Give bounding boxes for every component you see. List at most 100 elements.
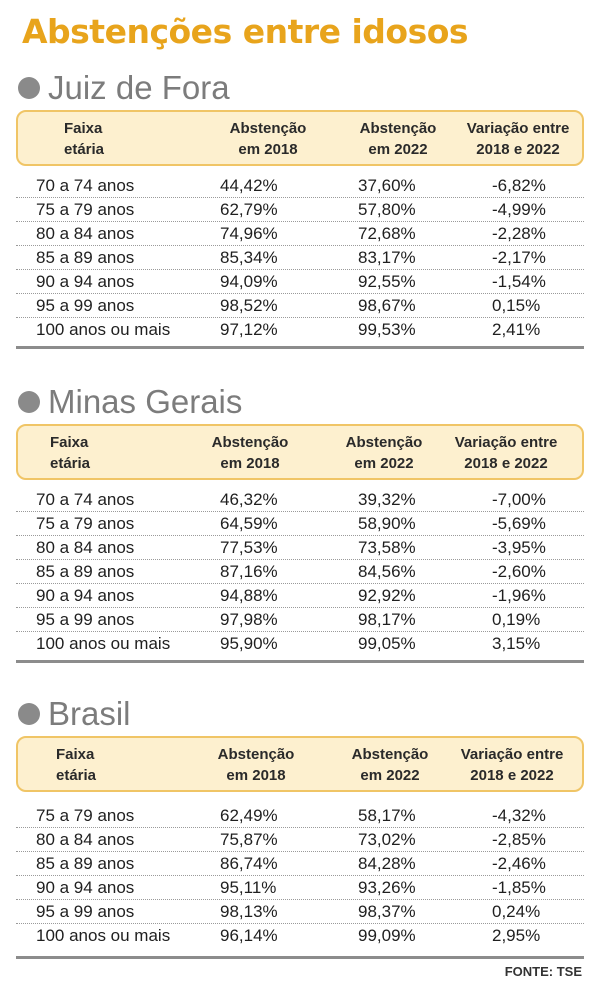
table-bottom-rule [16, 346, 584, 349]
table-bottom-rule [16, 956, 584, 959]
cell-abstencao-2022: 83,17% [358, 248, 416, 267]
cell-abstencao-2018: 77,53% [220, 538, 278, 557]
cell-faixa: 90 a 94 anos [36, 586, 135, 605]
col-header-faixa: Faixa etária [64, 120, 105, 158]
cell-abstencao-2022: 57,80% [358, 200, 416, 219]
cell-abstencao-2018: 46,32% [220, 490, 278, 509]
table-row: 90 a 94 anos 95,11% 93,26% -1,85% [16, 876, 584, 900]
cell-faixa: 80 a 84 anos [36, 538, 135, 557]
cell-abstencao-2022: 37,60% [358, 176, 416, 195]
cell-abstencao-2022: 99,09% [358, 926, 416, 945]
cell-faixa: 80 a 84 anos [36, 224, 135, 243]
section-brasil: Brasil Faixa etária Abstenção em 2018 Abst… [0, 694, 608, 964]
cell-abstencao-2018: 97,12% [220, 320, 278, 339]
table-row: 90 a 94 anos 94,09% 92,55% -1,54% [16, 270, 584, 294]
cell-variacao: 0,24% [492, 902, 541, 921]
cell-faixa: 85 a 89 anos [36, 562, 135, 581]
cell-abstencao-2022: 93,26% [358, 878, 416, 897]
table-row: 85 a 89 anos 85,34% 83,17% -2,17% [16, 246, 584, 270]
cell-faixa: 95 a 99 anos [36, 296, 135, 315]
section-heading: Juiz de Fora [18, 68, 230, 108]
table-row: 100 anos ou mais 96,14% 99,09% 2,95% [16, 924, 584, 948]
table-bottom-rule [16, 660, 584, 663]
cell-abstencao-2018: 95,90% [220, 634, 278, 653]
cell-abstencao-2022: 39,32% [358, 490, 416, 509]
cell-abstencao-2018: 94,88% [220, 586, 278, 605]
cell-variacao: 3,15% [492, 634, 541, 653]
cell-abstencao-2018: 44,42% [220, 176, 278, 195]
cell-abstencao-2022: 98,67% [358, 296, 416, 315]
cell-abstencao-2018: 62,49% [220, 806, 278, 825]
cell-variacao: -2,85% [492, 830, 546, 849]
col-header-2018: Abstenção em 2018 [211, 434, 289, 472]
table-header: Faixa etária Abstenção em 2018 Abstenção em… [16, 424, 584, 480]
cell-variacao: -1,96% [492, 586, 546, 605]
table-row: 80 a 84 anos 77,53% 73,58% -3,95% [16, 536, 584, 560]
cell-abstencao-2018: 97,98% [220, 610, 278, 629]
cell-abstencao-2022: 72,68% [358, 224, 416, 243]
cell-abstencao-2022: 92,55% [358, 272, 416, 291]
table-row: 95 a 99 anos 98,52% 98,67% 0,15% [16, 294, 584, 318]
cell-faixa: 85 a 89 anos [36, 854, 135, 873]
cell-abstencao-2018: 64,59% [220, 514, 278, 533]
cell-variacao: -3,95% [492, 538, 546, 557]
cell-abstencao-2018: 95,11% [220, 878, 277, 897]
table-body: 70 a 74 anos 46,32% 39,32% -7,00% 75 a 79 an… [16, 488, 584, 656]
cell-abstencao-2022: 58,17% [358, 806, 416, 825]
section-heading: Brasil [18, 694, 131, 734]
section-title: Brasil [48, 695, 131, 732]
col-header-faixa: Faixa etária [56, 746, 97, 784]
col-header-2018: Abstenção em 2018 [217, 746, 295, 784]
table-row: 100 anos ou mais 97,12% 99,53% 2,41% [16, 318, 584, 342]
cell-abstencao-2018: 86,74% [220, 854, 278, 873]
section-title: Minas Gerais [48, 383, 243, 420]
table-header: Faixa etária Abstenção em 2018 Abstenção em… [16, 736, 584, 792]
table-body: 70 a 74 anos 44,42% 37,60% -6,82% 75 a 79 an… [16, 174, 584, 342]
cell-faixa: 75 a 79 anos [36, 806, 135, 825]
bullet-dot [18, 703, 40, 725]
cell-abstencao-2022: 84,28% [358, 854, 416, 873]
cell-faixa: 80 a 84 anos [36, 830, 135, 849]
table-row: 70 a 74 anos 46,32% 39,32% -7,00% [16, 488, 584, 512]
cell-faixa: 75 a 79 anos [36, 514, 135, 533]
table-row: 85 a 89 anos 86,74% 84,28% -2,46% [16, 852, 584, 876]
section-title: Juiz de Fora [48, 69, 230, 106]
table-header: Faixa etária Abstenção em 2018 Abstenção em… [16, 110, 584, 166]
cell-faixa: 95 a 99 anos [36, 610, 135, 629]
col-header-variacao: Variação entre 2018 e 2022 [454, 434, 558, 472]
cell-abstencao-2022: 84,56% [358, 562, 416, 581]
cell-variacao: 2,95% [492, 926, 541, 945]
section-juiz-de-fora: Juiz de Fora Faixa etária Abstenção em 201… [0, 68, 608, 358]
cell-faixa: 90 a 94 anos [36, 878, 135, 897]
cell-abstencao-2018: 87,16% [220, 562, 278, 581]
cell-variacao: -2,46% [492, 854, 546, 873]
cell-abstencao-2022: 98,37% [358, 902, 416, 921]
table-row: 70 a 74 anos 44,42% 37,60% -6,82% [16, 174, 584, 198]
col-header-2022: Abstenção em 2022 [345, 434, 423, 472]
section-minas-gerais: Minas Gerais Faixa etária Abstenção em 201… [0, 382, 608, 672]
table-body: 75 a 79 anos 62,49% 58,17% -4,32% 80 a 84 an… [16, 804, 584, 948]
cell-faixa: 95 a 99 anos [36, 902, 135, 921]
cell-abstencao-2022: 58,90% [358, 514, 416, 533]
table-row: 80 a 84 anos 75,87% 73,02% -2,85% [16, 828, 584, 852]
table-row: 75 a 79 anos 62,79% 57,80% -4,99% [16, 198, 584, 222]
table-row: 75 a 79 anos 62,49% 58,17% -4,32% [16, 804, 584, 828]
cell-abstencao-2022: 99,53% [358, 320, 416, 339]
table-row: 90 a 94 anos 94,88% 92,92% -1,96% [16, 584, 584, 608]
table-row: 95 a 99 anos 97,98% 98,17% 0,19% [16, 608, 584, 632]
cell-faixa: 70 a 74 anos [36, 490, 135, 509]
cell-variacao: -2,60% [492, 562, 546, 581]
cell-abstencao-2018: 74,96% [220, 224, 278, 243]
cell-abstencao-2022: 98,17% [358, 610, 416, 629]
table-row: 95 a 99 anos 98,13% 98,37% 0,24% [16, 900, 584, 924]
cell-variacao: -1,54% [492, 272, 546, 291]
page-title: Abstenções entre idosos [22, 12, 469, 51]
table-row: 75 a 79 anos 64,59% 58,90% -5,69% [16, 512, 584, 536]
table-row: 100 anos ou mais 95,90% 99,05% 3,15% [16, 632, 584, 656]
cell-variacao: 0,19% [492, 610, 541, 629]
cell-abstencao-2022: 73,02% [358, 830, 416, 849]
col-header-2018: Abstenção em 2018 [229, 120, 307, 158]
cell-faixa: 70 a 74 anos [36, 176, 135, 195]
cell-abstencao-2022: 92,92% [358, 586, 416, 605]
table-row: 80 a 84 anos 74,96% 72,68% -2,28% [16, 222, 584, 246]
